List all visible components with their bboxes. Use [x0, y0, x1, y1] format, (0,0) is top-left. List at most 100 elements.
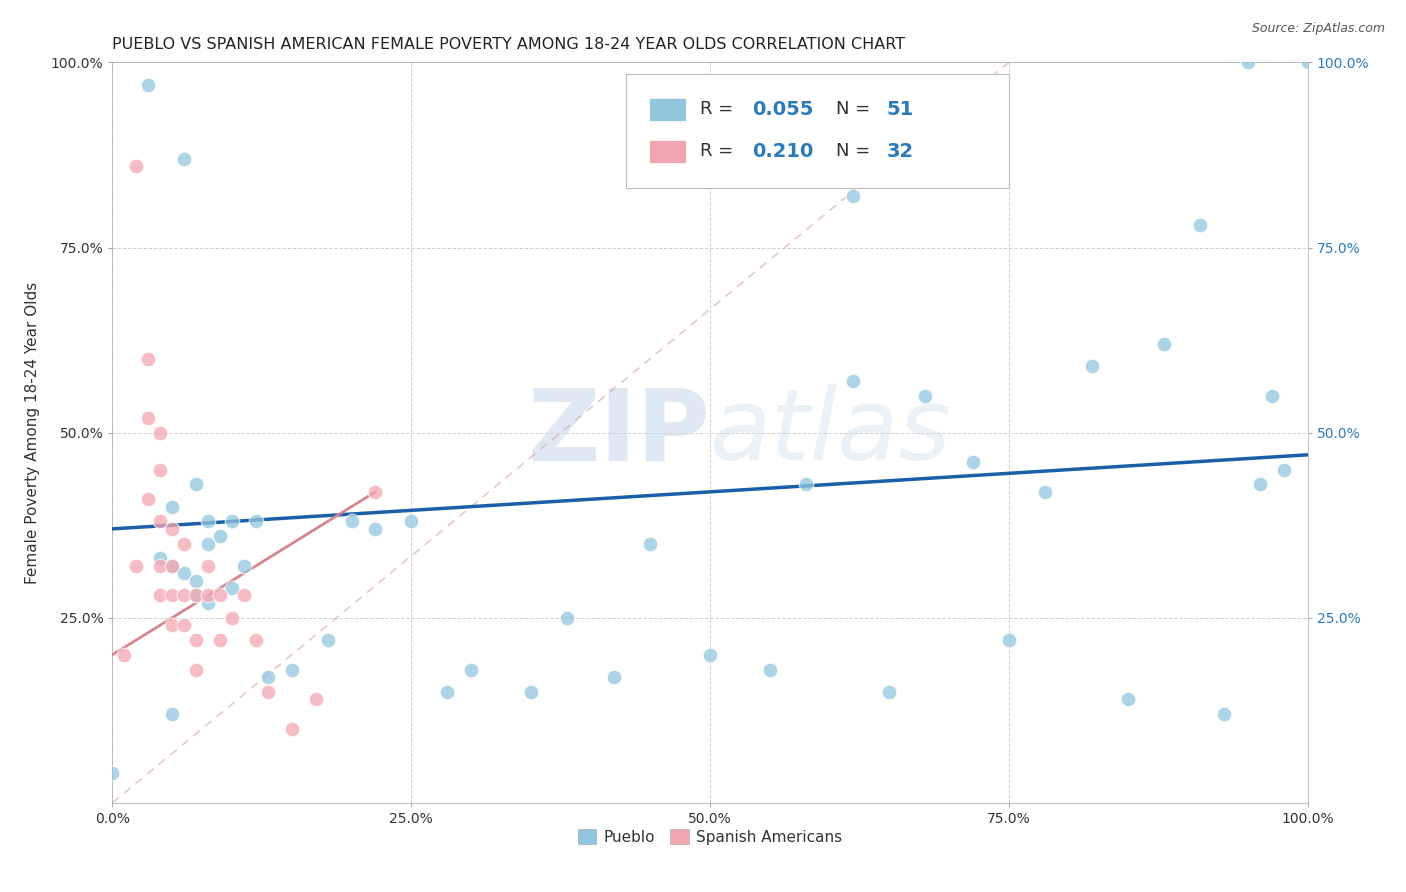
Pueblo [364, 522, 387, 536]
Spanish Americans [149, 558, 172, 573]
Text: R =: R = [700, 100, 740, 118]
Spanish Americans [364, 484, 387, 499]
Pueblo [603, 670, 626, 684]
Pueblo [1296, 55, 1319, 70]
Pueblo [162, 558, 183, 573]
Pueblo [842, 374, 865, 388]
Pueblo [914, 388, 936, 402]
Pueblo [149, 551, 172, 566]
Text: 0.210: 0.210 [752, 142, 813, 161]
Text: PUEBLO VS SPANISH AMERICAN FEMALE POVERTY AMONG 18-24 YEAR OLDS CORRELATION CHAR: PUEBLO VS SPANISH AMERICAN FEMALE POVERT… [112, 37, 905, 52]
Pueblo [699, 648, 721, 662]
Spanish Americans [149, 515, 172, 529]
Pueblo [209, 529, 232, 543]
Spanish Americans [162, 558, 183, 573]
Pueblo [879, 685, 901, 699]
Pueblo [101, 766, 124, 780]
Text: atlas: atlas [710, 384, 952, 481]
Pueblo [460, 663, 482, 677]
Pueblo [281, 663, 304, 677]
Spanish Americans [173, 536, 195, 550]
Text: 32: 32 [887, 142, 914, 161]
Text: 0.055: 0.055 [752, 100, 813, 119]
Spanish Americans [186, 663, 208, 677]
Pueblo [1249, 477, 1271, 491]
Pueblo [197, 536, 219, 550]
Pueblo [1153, 336, 1175, 351]
Pueblo [401, 515, 423, 529]
Spanish Americans [197, 589, 219, 603]
Spanish Americans [149, 425, 172, 440]
Legend: Pueblo, Spanish Americans: Pueblo, Spanish Americans [571, 822, 849, 851]
Spanish Americans [245, 632, 267, 647]
Pueblo [197, 515, 219, 529]
Spanish Americans [138, 410, 160, 425]
Spanish Americans [162, 589, 183, 603]
Pueblo [794, 477, 817, 491]
Pueblo [640, 536, 662, 550]
Spanish Americans [257, 685, 280, 699]
Pueblo [842, 188, 865, 202]
Pueblo [340, 515, 363, 529]
Pueblo [555, 610, 578, 624]
Spanish Americans [125, 558, 148, 573]
Pueblo [173, 152, 195, 166]
Text: N =: N = [835, 143, 876, 161]
Spanish Americans [162, 522, 183, 536]
Spanish Americans [209, 589, 232, 603]
Pueblo [233, 558, 256, 573]
Text: N =: N = [835, 100, 876, 118]
Spanish Americans [138, 492, 160, 507]
FancyBboxPatch shape [650, 97, 686, 120]
Pueblo [1118, 692, 1140, 706]
Spanish Americans [162, 618, 183, 632]
Pueblo [1033, 484, 1056, 499]
Pueblo [245, 515, 267, 529]
Spanish Americans [149, 589, 172, 603]
Text: ZIP: ZIP [527, 384, 710, 481]
Spanish Americans [125, 159, 148, 173]
Pueblo [1261, 388, 1284, 402]
Pueblo [1189, 219, 1212, 233]
Spanish Americans [173, 589, 195, 603]
Pueblo [759, 663, 782, 677]
Text: 51: 51 [887, 100, 914, 119]
Text: Source: ZipAtlas.com: Source: ZipAtlas.com [1251, 22, 1385, 36]
Pueblo [186, 589, 208, 603]
Spanish Americans [149, 462, 172, 476]
Pueblo [186, 574, 208, 588]
Spanish Americans [173, 618, 195, 632]
Pueblo [221, 581, 243, 595]
Pueblo [162, 500, 183, 514]
Pueblo [1081, 359, 1104, 373]
Pueblo [197, 596, 219, 610]
Spanish Americans [138, 351, 160, 366]
Spanish Americans [197, 558, 219, 573]
Pueblo [1272, 462, 1295, 476]
Pueblo [173, 566, 195, 581]
Pueblo [1237, 55, 1260, 70]
Pueblo [520, 685, 543, 699]
Pueblo [962, 455, 984, 469]
FancyBboxPatch shape [650, 140, 686, 162]
Pueblo [998, 632, 1021, 647]
Pueblo [186, 477, 208, 491]
Pueblo [221, 515, 243, 529]
Pueblo [162, 706, 183, 721]
FancyBboxPatch shape [627, 73, 1010, 188]
Pueblo [257, 670, 280, 684]
Spanish Americans [221, 610, 243, 624]
Pueblo [1213, 706, 1236, 721]
Pueblo [138, 78, 160, 92]
Spanish Americans [233, 589, 256, 603]
Spanish Americans [281, 722, 304, 736]
Pueblo [436, 685, 458, 699]
Y-axis label: Female Poverty Among 18-24 Year Olds: Female Poverty Among 18-24 Year Olds [25, 282, 39, 583]
Spanish Americans [186, 589, 208, 603]
Spanish Americans [209, 632, 232, 647]
Pueblo [316, 632, 339, 647]
Text: R =: R = [700, 143, 740, 161]
Spanish Americans [305, 692, 328, 706]
Spanish Americans [114, 648, 135, 662]
Spanish Americans [186, 632, 208, 647]
